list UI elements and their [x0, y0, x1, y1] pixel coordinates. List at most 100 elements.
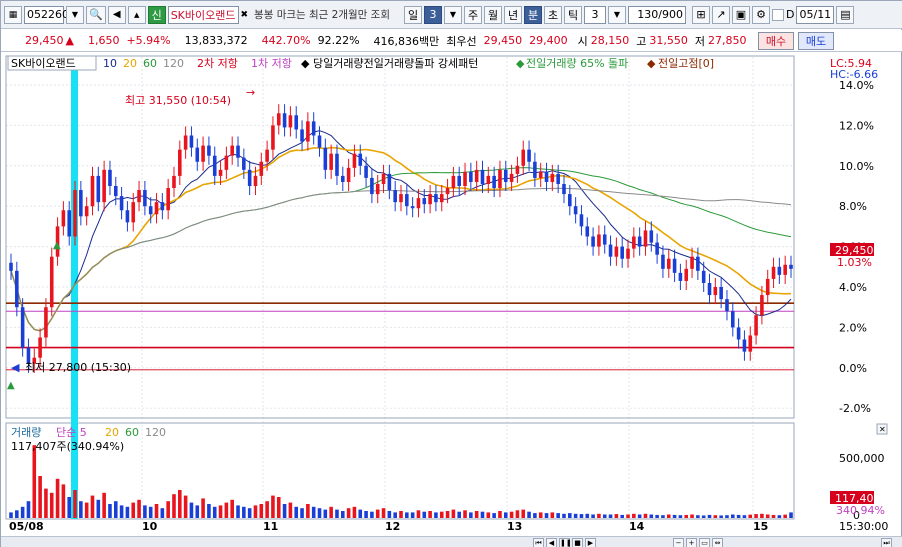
scroll-first-icon[interactable]: ⏮ [533, 538, 544, 547]
volume-bar [620, 514, 624, 518]
period-dropdown-icon[interactable]: ▼ [444, 5, 462, 24]
volume-simple-ma[interactable]: 단순 5 [56, 426, 87, 439]
legend-name-box[interactable] [7, 55, 97, 71]
volume-ma20[interactable]: 20 [105, 426, 119, 439]
candle-body [725, 299, 729, 312]
candle-notice: 봉봉 마크는 최근 2개월만 조회 [254, 9, 390, 21]
candle-body [242, 157, 246, 170]
volume-bar [90, 495, 95, 518]
sound-icon[interactable]: ◀ [107, 5, 126, 24]
volume-ma120[interactable]: 120 [145, 426, 166, 439]
legend-ma60[interactable]: 60 [143, 57, 157, 70]
x-label-14: 14 [629, 520, 645, 533]
save-icon[interactable]: ▣ [732, 5, 750, 24]
period-month-button[interactable]: 월 [484, 5, 502, 24]
chart-scrollbar[interactable]: ⏮ ◀ ❚❚ ■ ▶ − + ▭ ⇔ ⏭ [1, 536, 902, 547]
volume-bar [597, 513, 601, 518]
volume-title[interactable]: 거래량 [11, 426, 41, 439]
settings-icon[interactable]: ⚙ [752, 5, 770, 24]
date-checkbox[interactable] [772, 8, 784, 21]
candle-body [783, 264, 787, 275]
legend-prev-volume[interactable]: 전일거래량 65% 돌파 [526, 56, 628, 70]
period-week-button[interactable]: 주 [464, 5, 482, 24]
legend-ma20[interactable]: 20 [123, 57, 137, 70]
scroll-end-icon[interactable]: ⏭ [881, 538, 892, 547]
volume-ma60[interactable]: 60 [125, 426, 139, 439]
legend-ma10[interactable]: 10 [103, 57, 117, 70]
candle-body [602, 234, 607, 245]
volume-bar [573, 513, 578, 518]
view-mode-icon[interactable]: ▭ [699, 538, 710, 547]
candle-body [579, 214, 584, 227]
volume-close-button[interactable] [876, 423, 888, 435]
candle-body [637, 236, 642, 247]
range-display: 130/900 [628, 5, 686, 24]
zoom-in-icon[interactable]: + [686, 538, 697, 547]
candle-body [480, 169, 485, 184]
crosshair-cursor [71, 57, 78, 519]
indicator-icon[interactable]: ⊞ [692, 5, 710, 24]
period-day-button[interactable]: 일 [404, 5, 422, 24]
candle-body [183, 135, 188, 150]
period-second-button[interactable]: 초 [544, 5, 562, 24]
volume-bar [637, 514, 642, 518]
legend-resist1[interactable]: 1차 저항 [251, 57, 292, 70]
candle-body [707, 282, 712, 296]
volume-bar [533, 513, 537, 518]
volume-bar [96, 499, 101, 518]
interval-dropdown-icon[interactable]: ▼ [608, 5, 626, 24]
price-now-pct: 1.03% [837, 256, 872, 269]
buy-button[interactable]: 매수 [758, 32, 794, 50]
date-input[interactable]: 05/11 [796, 5, 835, 24]
prev-stock-icon[interactable]: ▲ [127, 5, 146, 24]
high-price: 31,550 [649, 34, 688, 47]
volume-bar [73, 490, 77, 518]
calendar-icon[interactable]: ▤ [836, 5, 855, 24]
draw-tool-icon[interactable]: ↗ [712, 5, 730, 24]
scroll-stop-icon[interactable]: ■ [572, 538, 583, 547]
period-year-button[interactable]: 년 [504, 5, 522, 24]
open-price: 28,150 [590, 34, 630, 47]
legend-ma120[interactable]: 120 [163, 57, 184, 70]
volume-bar [771, 514, 776, 518]
candle-body [189, 135, 194, 148]
legend-prev-high[interactable]: 전일고점[0] [658, 56, 714, 70]
trade-amount: 416,836백만 [373, 34, 440, 48]
ma20-line [10, 146, 792, 332]
fit-icon[interactable]: ⇔ [712, 538, 723, 547]
volume-bar [84, 502, 89, 518]
period-tick-button[interactable]: 틱 [564, 5, 582, 24]
volume-bar [515, 510, 520, 518]
y-tick-label: 0.0% [839, 362, 867, 375]
volume-bar [195, 505, 200, 518]
sell-button[interactable]: 매도 [798, 32, 834, 50]
legend-hc: HC:-6.66 [830, 68, 878, 81]
period-minute-button[interactable]: 분 [524, 5, 542, 24]
interval-input[interactable]: 3 [584, 5, 606, 24]
legend-resist2[interactable]: 2차 저항 [197, 57, 238, 70]
scroll-next-icon[interactable]: ▶ [585, 538, 596, 547]
candle-body [777, 266, 782, 275]
history-icon[interactable]: ▦ [4, 5, 22, 24]
legend-pattern[interactable]: 당일거래량전일거래량돌파 강세패턴 [313, 56, 478, 70]
low-price: 27,850 [708, 34, 747, 47]
zoom-out-icon[interactable]: − [673, 538, 684, 547]
candle-body [79, 190, 83, 217]
candle-body [253, 175, 258, 186]
candle-body [294, 115, 299, 130]
candle-body [364, 165, 368, 178]
volume-bar [661, 515, 665, 518]
volume-bar [503, 512, 508, 518]
volume-bar [26, 501, 31, 518]
volume-bar [38, 476, 42, 518]
scroll-prev-icon[interactable]: ◀ [546, 538, 557, 547]
volume-tick-0: 0 [853, 509, 860, 522]
search-icon[interactable]: 🔍 [86, 5, 106, 24]
volume-bar [416, 510, 421, 518]
period-number[interactable]: 3 [424, 5, 442, 24]
scroll-pause-icon[interactable]: ❚❚ [559, 538, 572, 547]
price-chart[interactable]: 14.0%12.0%10.0%8.0%6.0%4.0%2.0%0.0%-2.0%… [1, 52, 901, 536]
code-dropdown-icon[interactable]: ▼ [66, 5, 84, 24]
stock-code-input[interactable]: 052260 [24, 5, 69, 24]
candle-body [445, 188, 450, 195]
